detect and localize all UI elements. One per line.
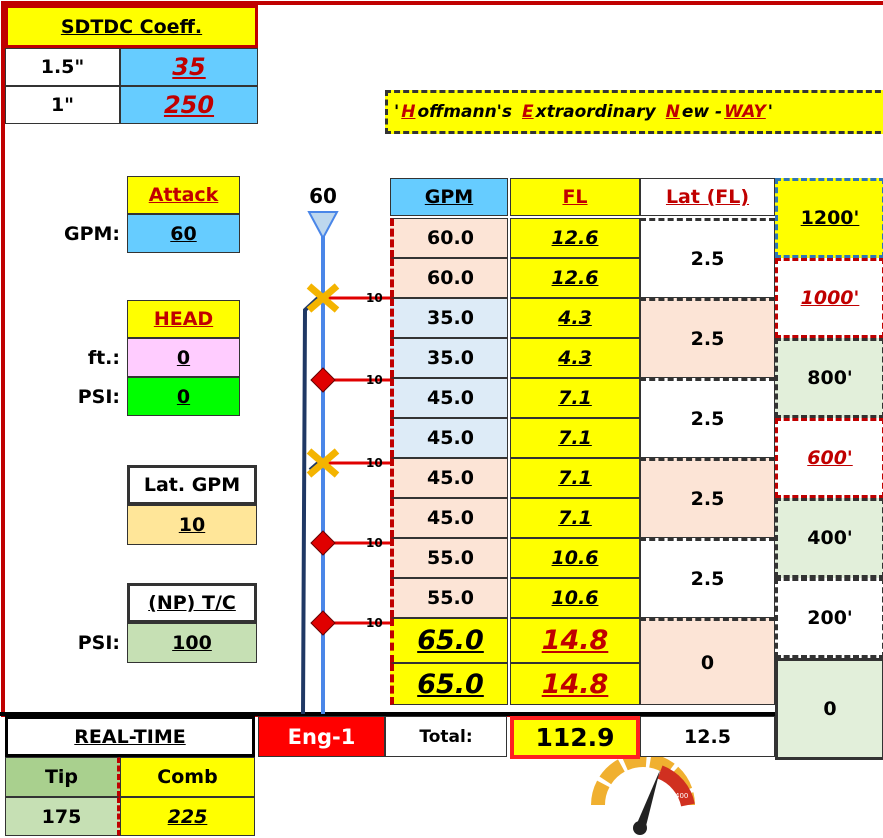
head-value: 0	[127, 377, 240, 416]
lat-cell: 2.5	[640, 538, 775, 618]
distance-cell: 800'	[775, 338, 883, 418]
np-label: PSI:	[77, 632, 120, 654]
lat-cell: 2.5	[640, 298, 775, 378]
marker-label: 10	[366, 536, 383, 550]
marker-diamond	[310, 530, 336, 556]
head-value: 0	[127, 338, 240, 377]
marker-x	[306, 448, 340, 478]
distance-cell: 400'	[775, 498, 883, 578]
fl-cell: 10.6	[510, 578, 640, 618]
comb-header: Comb	[120, 757, 255, 797]
head-label: ft.:	[87, 346, 120, 369]
marker-label: 10	[366, 291, 383, 305]
gpm-cell: 45.0	[390, 498, 508, 538]
distance-cell: 200'	[775, 578, 883, 658]
banner-part: ew -	[681, 102, 723, 122]
marker-label: 10	[366, 616, 383, 630]
gpm-cell: 65.0	[390, 663, 508, 705]
lat-cell: 2.5	[640, 378, 775, 458]
fl-cell: 7.1	[510, 418, 640, 458]
lat-cell: 0	[640, 618, 775, 705]
total-label: Total:	[385, 716, 507, 757]
lat-cell: 2.5	[640, 458, 775, 538]
fl-cell: 12.6	[510, 258, 640, 298]
head-label: PSI:	[77, 385, 120, 408]
head-title: HEAD	[127, 300, 240, 338]
fl-cell: 7.1	[510, 498, 640, 538]
fl-cell: 7.1	[510, 378, 640, 418]
banner-part: xtraordinary	[535, 102, 656, 122]
tip-value: 175	[5, 797, 120, 836]
fl-cell: 14.8	[510, 618, 640, 663]
marker-diamond	[310, 367, 336, 393]
header-lat: Lat (FL)	[640, 178, 775, 216]
hose-top: 60	[309, 184, 337, 208]
distance-cell: 1200'	[775, 178, 883, 258]
banner-part: offmann's	[417, 102, 512, 122]
coeff-value: 35	[120, 48, 258, 86]
gpm-cell: 45.0	[390, 378, 508, 418]
coeff-size: 1.5"	[5, 48, 120, 86]
gpm-cell: 60.0	[390, 258, 508, 298]
gpm-cell: 35.0	[390, 298, 508, 338]
banner-part: E	[522, 102, 534, 122]
comb-value: 225	[120, 797, 255, 836]
header-fl: FL	[510, 178, 640, 216]
fl-cell: 10.6	[510, 538, 640, 578]
banner-part: '	[394, 102, 400, 122]
lat-gpm-value: 10	[127, 505, 257, 545]
gpm-cell: 60.0	[390, 218, 508, 258]
engine: Eng-1	[258, 716, 385, 757]
marker-diamond	[310, 610, 336, 636]
gauge-label: 200	[618, 784, 631, 792]
coeff-value: 250	[120, 86, 258, 124]
marker-label: 10	[366, 456, 383, 470]
gpm-cell: 55.0	[390, 538, 508, 578]
fl-cell: 7.1	[510, 458, 640, 498]
np-title: (NP) T/C	[127, 583, 257, 623]
attack-label: GPM:	[63, 223, 120, 245]
banner-part: '	[767, 102, 774, 122]
marker-x	[306, 283, 340, 313]
distance-cell: 0	[775, 658, 883, 760]
header-gpm: GPM	[390, 178, 508, 216]
lat-total: 12.5	[640, 716, 775, 757]
distance-cell: 1000'	[775, 258, 883, 338]
lat-cell: 2.5	[640, 218, 775, 298]
distance-cell: 600'	[775, 418, 883, 498]
banner-part: N	[665, 102, 680, 122]
attack-title: Attack	[127, 176, 240, 214]
gpm-cell: 45.0	[390, 418, 508, 458]
tip-header: Tip	[5, 757, 120, 797]
gpm-cell: 55.0	[390, 578, 508, 618]
attack-value: 60	[127, 214, 240, 253]
marker-label: 10	[366, 373, 383, 387]
lat-gpm-title: Lat. GPM	[127, 465, 257, 505]
fl-cell: 12.6	[510, 218, 640, 258]
gauge-label: 400	[675, 792, 688, 800]
fl-cell: 4.3	[510, 338, 640, 378]
gpm-cell: 45.0	[390, 458, 508, 498]
total: 112.9	[510, 716, 640, 759]
banner-part: H	[401, 102, 416, 122]
coeff-title: SDTDC Coeff.	[5, 5, 258, 48]
gpm-cell: 35.0	[390, 338, 508, 378]
gpm-cell: 65.0	[390, 618, 508, 663]
realtime: REAL-TIME	[5, 716, 255, 757]
fl-cell: 4.3	[510, 298, 640, 338]
banner-part: WAY	[724, 102, 766, 122]
coeff-size: 1"	[5, 86, 120, 124]
fl-cell: 14.8	[510, 663, 640, 705]
np-value: 100	[127, 623, 257, 663]
